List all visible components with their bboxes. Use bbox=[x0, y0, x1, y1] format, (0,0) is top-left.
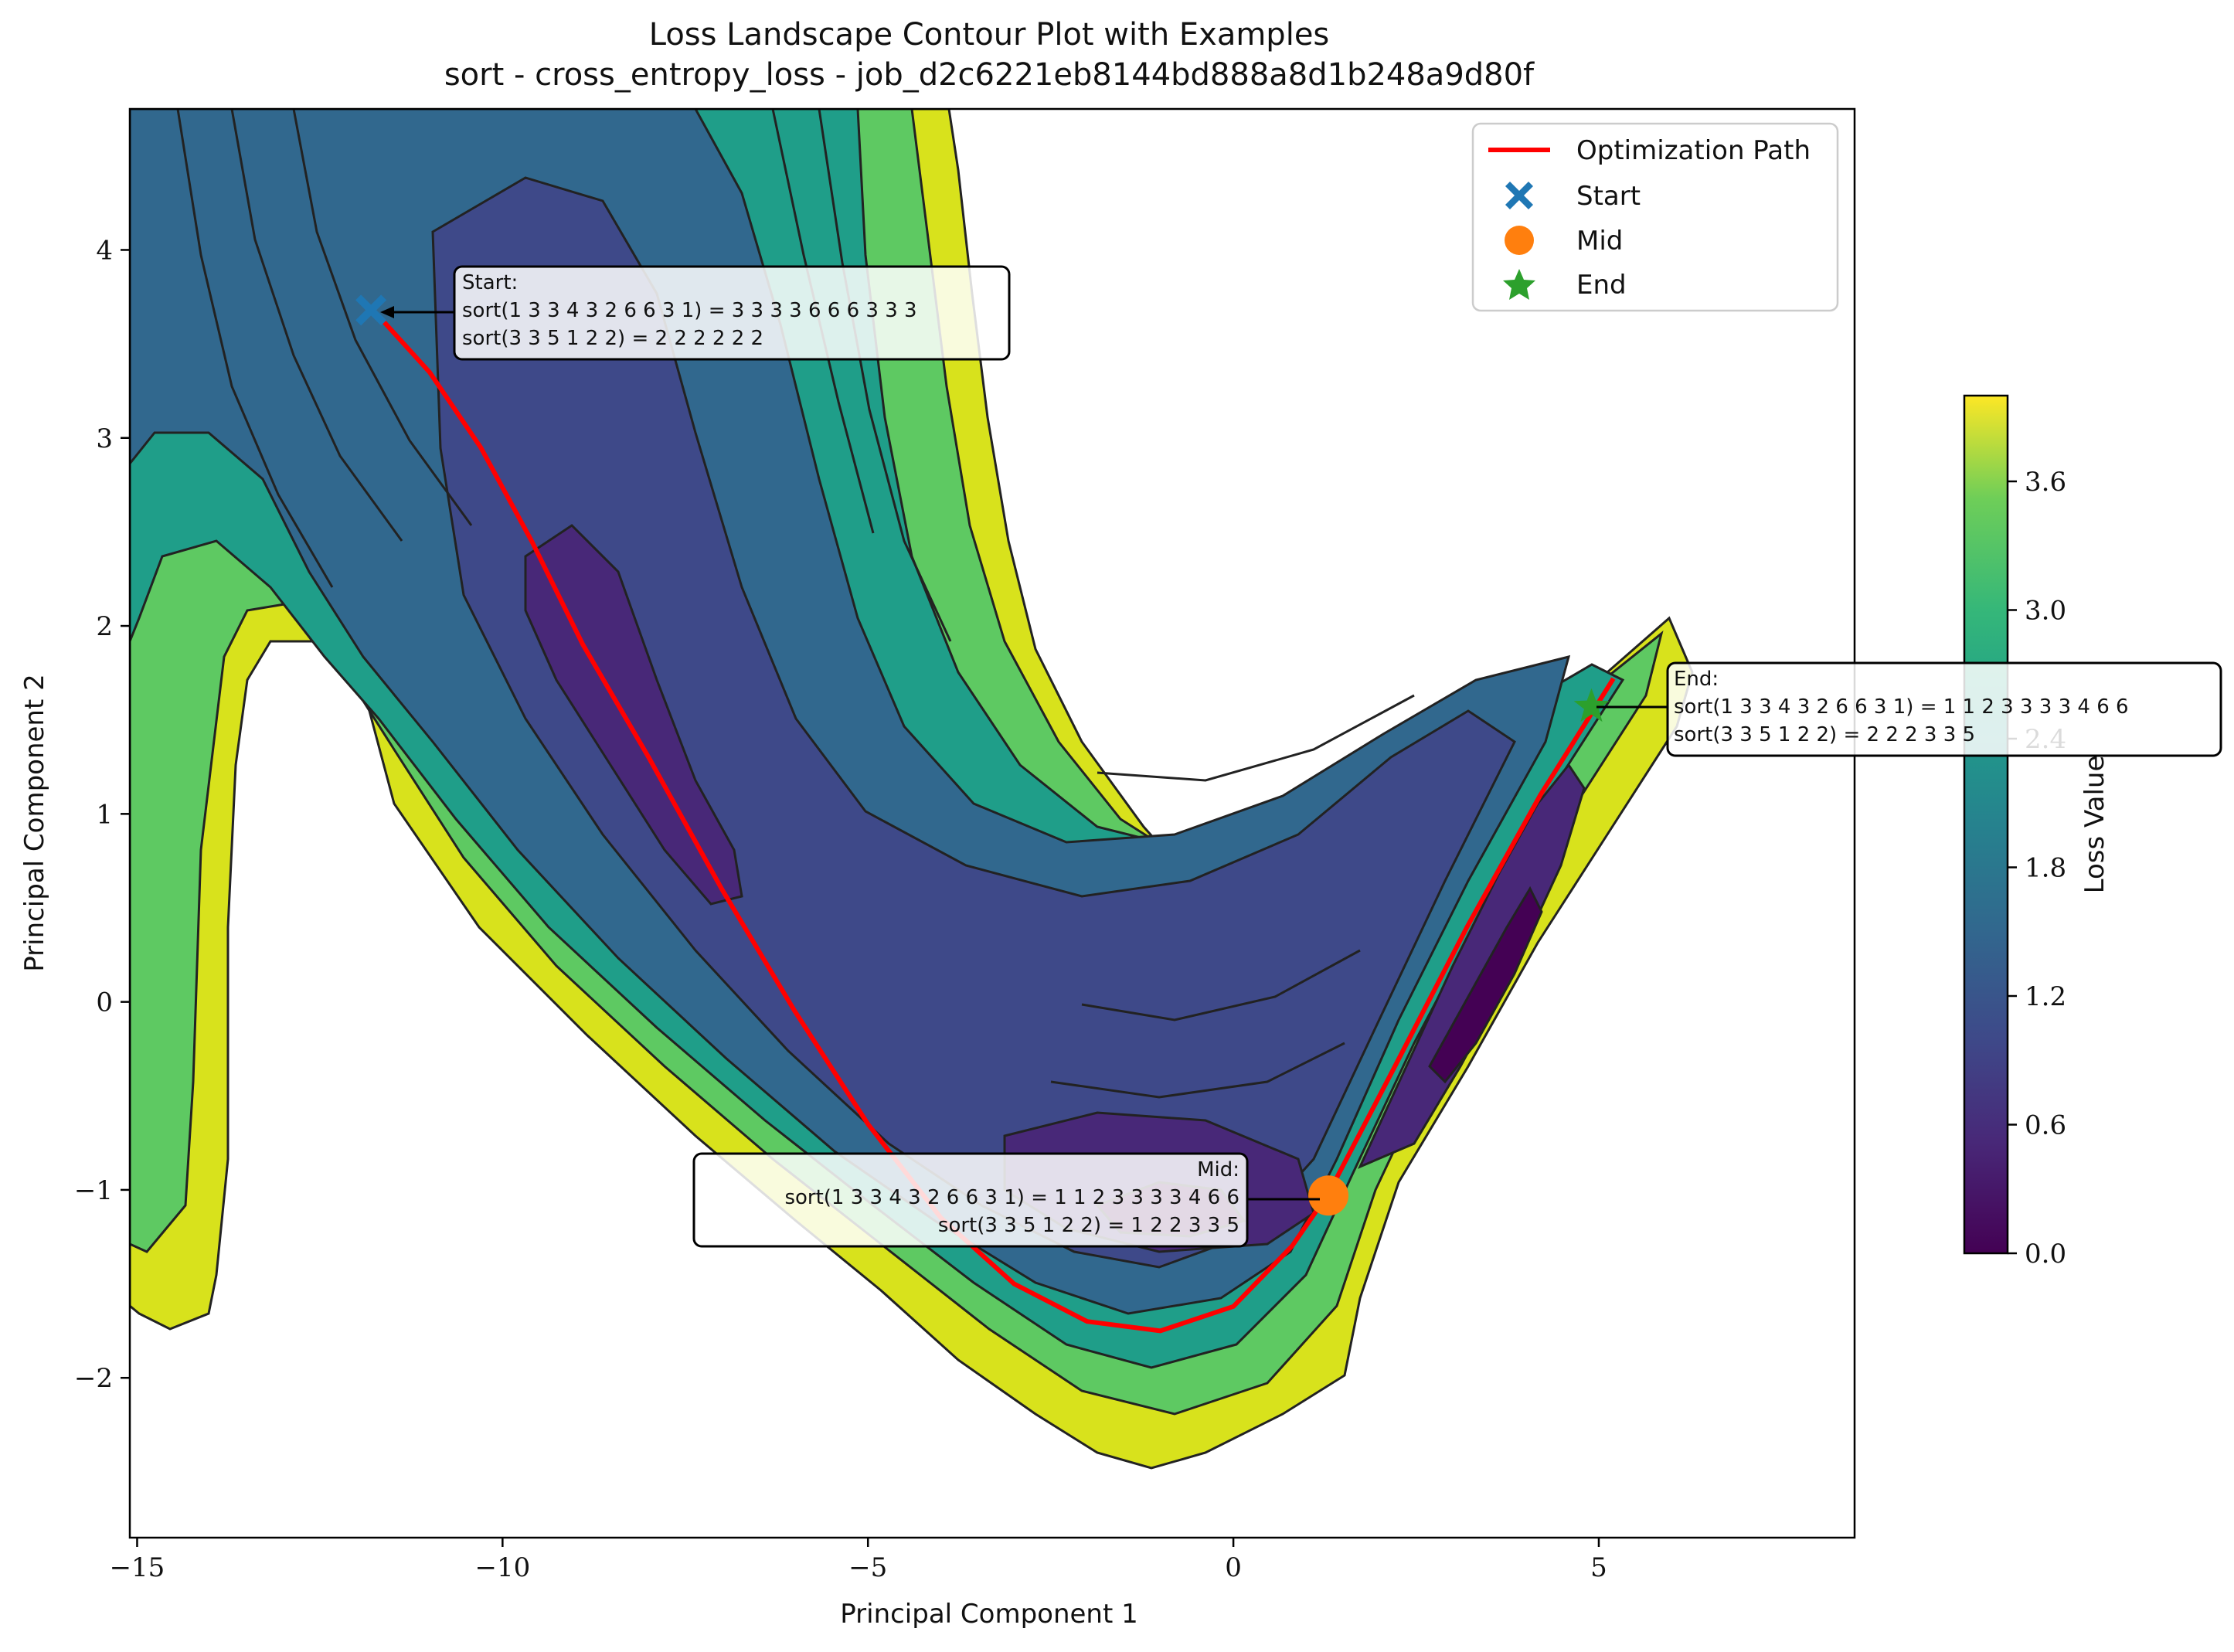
colorbar: 0.00.61.21.82.43.03.6 Loss Value bbox=[1963, 394, 2110, 1270]
annotation-start-line1: sort(1 3 3 4 3 2 6 6 3 1) = 3 3 3 3 6 6 … bbox=[462, 299, 917, 322]
annotation-end-line1: sort(1 3 3 4 3 2 6 6 3 1) = 1 1 2 3 3 3 … bbox=[1674, 695, 2129, 719]
x-tick-label: −5 bbox=[848, 1552, 887, 1583]
x-tick-label: 0 bbox=[1225, 1552, 1242, 1583]
colorbar-gradient bbox=[1963, 394, 2009, 1255]
annotation-mid-header: Mid: bbox=[1197, 1158, 1239, 1181]
annotation-end: End: sort(1 3 3 4 3 2 6 6 3 1) = 1 1 2 3… bbox=[1596, 661, 2222, 757]
annotation-end-box bbox=[1666, 661, 2222, 757]
x-axis-label: Principal Component 1 bbox=[840, 1599, 1138, 1630]
legend-label-end: End bbox=[1576, 270, 1627, 301]
contour-core-right bbox=[1428, 885, 1543, 1084]
annotation-end-header: End: bbox=[1674, 668, 1719, 691]
annotation-start-header: Start: bbox=[462, 271, 518, 294]
annotation-end-line2: sort(3 3 5 1 2 2) = 2 2 2 3 3 5 bbox=[1674, 723, 1975, 746]
colorbar-tick-label: 3.0 bbox=[2025, 596, 2066, 627]
colorbar-tick-label: 0.0 bbox=[2025, 1239, 2066, 1270]
legend-label-path: Optimization Path bbox=[1576, 135, 1811, 166]
colorbar-tick-label: 0.6 bbox=[2025, 1110, 2066, 1141]
y-axis-label: Principal Component 2 bbox=[19, 674, 50, 972]
annotation-start-line2: sort(3 3 5 1 2 2) = 2 2 2 2 2 2 bbox=[462, 327, 763, 350]
end-marker bbox=[1573, 688, 1610, 722]
colorbar-tick-label: 1.8 bbox=[2025, 853, 2066, 884]
legend-box bbox=[1471, 122, 1839, 312]
y-tick-label: −2 bbox=[74, 1363, 113, 1394]
x-tick-label: −10 bbox=[474, 1552, 530, 1583]
annotation-mid-line1: sort(1 3 3 4 3 2 6 6 3 1) = 1 1 2 3 3 3 … bbox=[784, 1186, 1239, 1209]
legend-label-start: Start bbox=[1576, 181, 1641, 212]
legend: Optimization Path Start Mid End bbox=[1471, 122, 1839, 312]
plot-area-frame bbox=[128, 107, 1856, 1539]
colorbar-ticks: 0.00.61.21.82.43.03.6 bbox=[2008, 467, 2066, 1270]
y-tick-label: −1 bbox=[74, 1175, 113, 1206]
optimization-series bbox=[355, 294, 1616, 1334]
chart-title: Loss Landscape Contour Plot with Example… bbox=[649, 17, 1330, 53]
annotation-start: Start: sort(1 3 3 4 3 2 6 6 3 1) = 3 3 3… bbox=[380, 265, 1011, 361]
y-tick-label: 3 bbox=[96, 423, 113, 454]
annotation-mid: Mid: sort(1 3 3 4 3 2 6 6 3 1) = 1 1 2 3… bbox=[692, 1152, 1320, 1248]
annotation-mid-box bbox=[692, 1152, 1249, 1248]
legend-label-mid: Mid bbox=[1576, 226, 1623, 257]
colorbar-tick-label: 3.6 bbox=[2025, 467, 2066, 498]
legend-end-swatch bbox=[1503, 269, 1535, 300]
y-tick-label: 4 bbox=[96, 235, 113, 266]
chart-subtitle: sort - cross_entropy_loss - job_d2c6221e… bbox=[444, 57, 1535, 93]
contour-band-darkblue bbox=[431, 176, 1516, 1269]
contour-basin-right bbox=[1358, 763, 1586, 1169]
y-tick-label: 1 bbox=[96, 799, 113, 830]
x-axis-ticks: −15 −10 −5 0 5 bbox=[110, 1538, 1607, 1583]
y-tick-label: 2 bbox=[96, 611, 113, 642]
y-tick-label: 0 bbox=[96, 987, 113, 1018]
mid-marker bbox=[1308, 1175, 1349, 1216]
y-axis-ticks: −2 −1 0 1 2 3 4 bbox=[74, 235, 130, 1394]
legend-start-swatch bbox=[1505, 182, 1533, 209]
x-tick-label: −15 bbox=[110, 1552, 165, 1583]
annotation-start-box bbox=[453, 265, 1011, 361]
optimization-path-line bbox=[376, 314, 1616, 1334]
x-tick-label: 5 bbox=[1590, 1552, 1607, 1583]
annotation-start-arrowhead bbox=[380, 306, 394, 318]
legend-mid-swatch bbox=[1505, 226, 1534, 255]
colorbar-tick-label: 1.2 bbox=[2025, 981, 2066, 1012]
annotation-mid-line2: sort(3 3 5 1 2 2) = 1 2 2 3 3 5 bbox=[938, 1214, 1239, 1237]
start-marker bbox=[355, 294, 387, 326]
contour-basin-left bbox=[524, 524, 743, 906]
colorbar-label: Loss Value bbox=[2079, 756, 2110, 894]
